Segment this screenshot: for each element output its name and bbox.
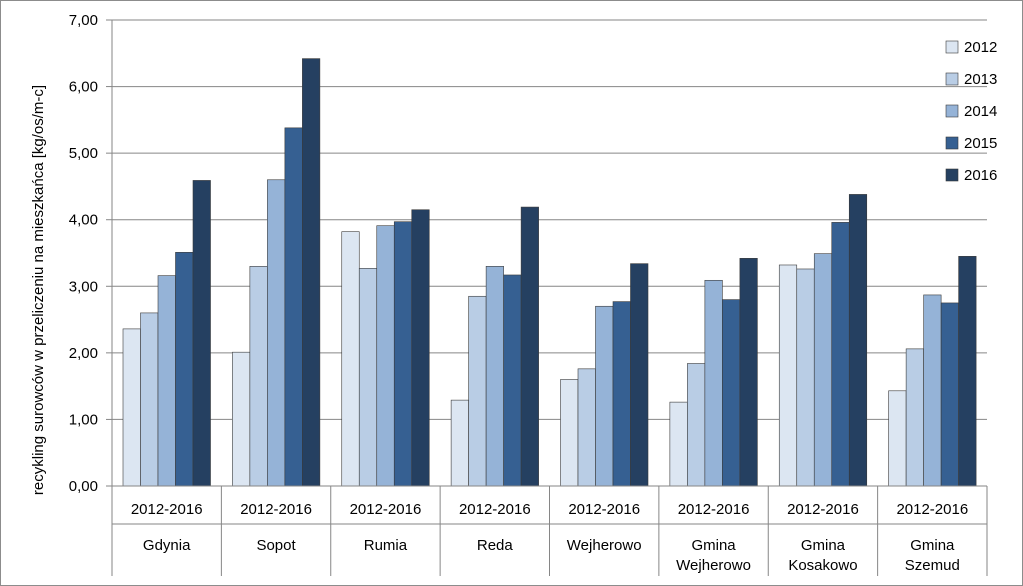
bar-2013: [905, 348, 924, 487]
y-tick-label: 7,00: [69, 12, 98, 29]
bar-2013: [249, 266, 268, 487]
x-category-label: Gmina: [691, 537, 736, 554]
x-category-label: Gdynia: [143, 537, 191, 554]
y-tick-label: 2,00: [69, 345, 98, 362]
y-tick-label: 1,00: [69, 411, 98, 428]
bar-2016: [192, 180, 211, 487]
x-category-label: Sopot: [256, 537, 296, 554]
y-tick-label: 6,00: [69, 79, 98, 96]
bar-2014: [157, 275, 176, 487]
bar-2013: [687, 363, 706, 487]
bar-2012: [888, 390, 907, 487]
bar-2016: [739, 258, 758, 487]
bar-2015: [393, 221, 413, 487]
x-period-label: 2012-2016: [787, 501, 859, 518]
bar-2012: [450, 399, 469, 487]
x-period-label: 2012-2016: [568, 501, 640, 518]
bar-2012: [560, 379, 579, 487]
bar-2013: [140, 312, 159, 487]
y-axis-title: recykling surowców w przeliczeniu na mie…: [30, 85, 47, 495]
legend-label: 2015: [964, 135, 997, 152]
y-tick-label: 5,00: [69, 145, 98, 162]
legend-swatch: [945, 168, 959, 182]
bar-2015: [503, 274, 522, 487]
bar-2014: [704, 279, 723, 487]
bar-2012: [341, 231, 360, 487]
bar-2012: [669, 401, 688, 487]
bar-2016: [848, 194, 868, 487]
x-period-label: 2012-2016: [131, 501, 203, 518]
bar-2016: [302, 58, 321, 487]
legend: 2012 2013 2014 2015 2016: [945, 39, 997, 184]
legend-swatch: [945, 72, 959, 86]
bars: [122, 58, 977, 487]
x-category-label: Rumia: [364, 537, 408, 554]
x-period-label: 2012-2016: [896, 501, 968, 518]
bar-2015: [831, 222, 850, 487]
axes: [106, 19, 988, 576]
bar-2012: [122, 328, 141, 487]
legend-label: 2014: [964, 103, 997, 120]
bar-2015: [284, 127, 303, 487]
bar-2014: [923, 294, 942, 487]
bar-2014: [376, 225, 395, 487]
x-period-label: 2012-2016: [459, 501, 531, 518]
x-period-label: 2012-2016: [350, 501, 422, 518]
bar-2016: [958, 256, 977, 487]
bar-2012: [778, 264, 798, 487]
x-category-label: Gmina: [801, 537, 846, 554]
bar-2016: [630, 263, 649, 487]
bar-2015: [612, 301, 631, 487]
x-category-labels: 2012-2016 Gdynia 2012-2016 Sopot 2012-2016 Ru…: [131, 501, 968, 574]
bar-2013: [577, 368, 596, 487]
bar-2014: [595, 305, 614, 487]
x-category-label: Kosakowo: [788, 557, 857, 574]
legend-label: 2016: [964, 167, 997, 184]
bar-2015: [722, 299, 741, 487]
bar-2013: [358, 268, 378, 487]
y-tick-label: 3,00: [69, 278, 98, 295]
bar-2015: [175, 252, 194, 487]
legend-label: 2012: [964, 39, 997, 56]
legend-label: 2013: [964, 71, 997, 88]
legend-swatch: [945, 104, 959, 118]
y-tick-label: 4,00: [69, 212, 98, 229]
legend-swatch: [945, 40, 959, 54]
bar-2016: [520, 206, 539, 487]
bar-2014: [485, 266, 504, 487]
x-category-label: Wejherowo: [567, 537, 642, 554]
bar-2015: [940, 302, 959, 487]
bar-2013: [468, 295, 487, 487]
bar-2014: [813, 253, 833, 487]
y-tick-label: 0,00: [69, 478, 98, 495]
x-category-label: Szemud: [905, 557, 960, 574]
x-category-label: Wejherowo: [676, 557, 751, 574]
bar-2012: [232, 351, 251, 487]
x-category-label: Gmina: [910, 537, 955, 554]
bar-2014: [267, 179, 286, 487]
legend-swatch: [945, 136, 959, 150]
x-period-label: 2012-2016: [240, 501, 312, 518]
bar-2016: [411, 209, 430, 487]
x-period-label: 2012-2016: [678, 501, 750, 518]
y-tick-labels: 0,00 1,00 2,00 3,00 4,00 5,00 6,00 7,00: [69, 12, 98, 495]
bar-2013: [796, 268, 815, 487]
x-category-label: Reda: [477, 537, 514, 554]
